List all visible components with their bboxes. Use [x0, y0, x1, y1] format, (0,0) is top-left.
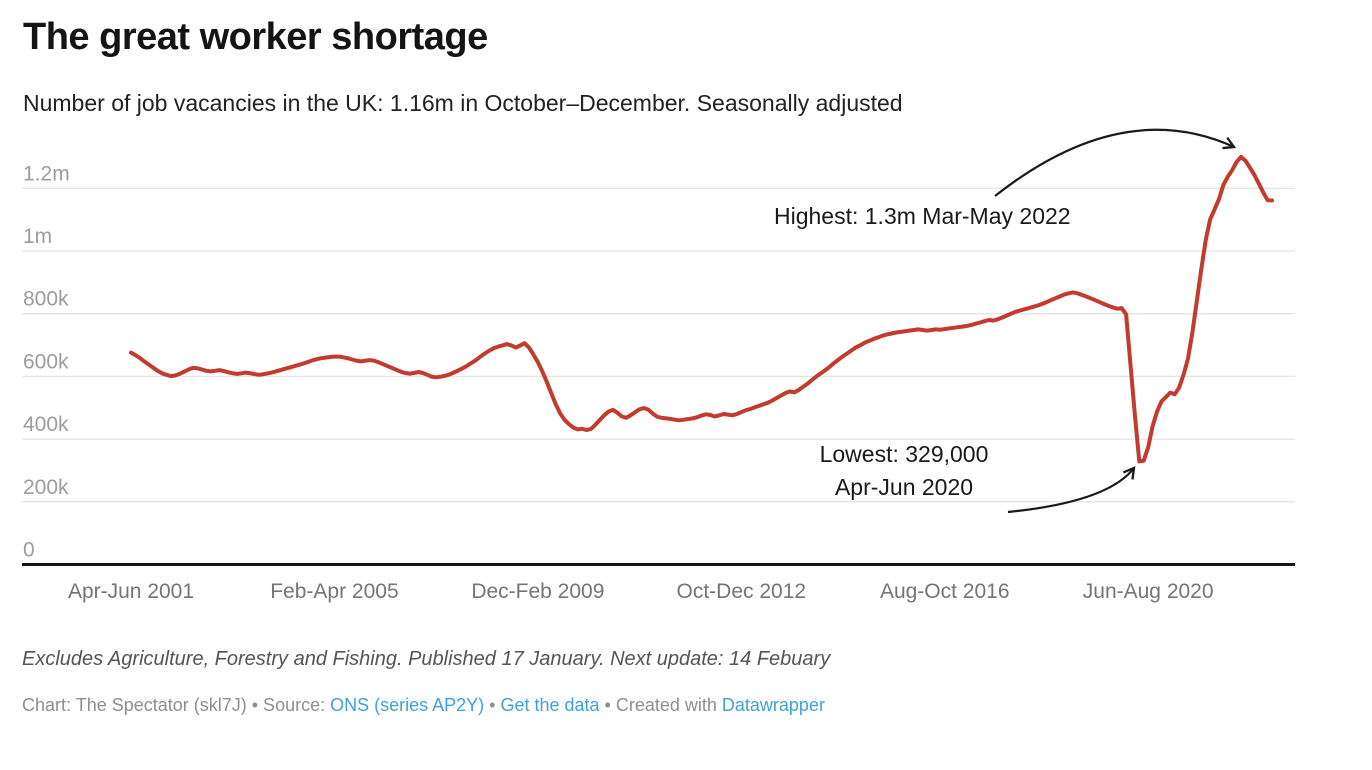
annotation-lowest-line2: Apr-Jun 2020 — [834, 474, 974, 500]
chart-title: The great worker shortage — [23, 16, 488, 58]
attribution-prefix: Chart: The Spectator (skl7J) • Source: — [22, 695, 331, 715]
x-tick-label: Jun-Aug 2020 — [1083, 580, 1214, 603]
y-axis-labels: 0 200k 400k 600k 800k 1m 1.2m — [23, 162, 70, 561]
chart-subtitle: Number of job vacancies in the UK: 1.16m… — [23, 90, 903, 116]
y-tick-label: 0 — [23, 539, 35, 562]
annotation-highest: Highest: 1.3m Mar-May 2022 — [774, 203, 1071, 229]
y-tick-label: 1.2m — [23, 162, 70, 185]
y-tick-label: 600k — [23, 350, 69, 373]
x-tick-label: Feb-Apr 2005 — [270, 580, 398, 603]
annotation-arrow-highest-icon — [994, 128, 1237, 197]
x-tick-label: Apr-Jun 2001 — [68, 580, 194, 603]
source-link[interactable]: ONS (series AP2Y) — [330, 695, 485, 715]
annotation-arrow-lowest-icon — [1007, 466, 1136, 514]
x-tick-label: Dec-Feb 2009 — [471, 580, 604, 603]
datawrapper-link[interactable]: Datawrapper — [721, 695, 825, 715]
annotation-lowest-line1: Lowest: 329,000 — [819, 441, 989, 467]
chart-footnote: Excludes Agriculture, Forestry and Fishi… — [22, 648, 831, 670]
x-tick-label: Aug-Oct 2016 — [880, 580, 1010, 603]
y-tick-label: 200k — [23, 476, 69, 499]
get-the-data-link[interactable]: Get the data — [500, 695, 600, 715]
x-tick-label: Oct-Dec 2012 — [677, 580, 807, 603]
attribution-sep1: • — [484, 695, 501, 715]
attribution-sep2: • Created with — [599, 695, 722, 715]
annotation-lowest: Lowest: 329,000 Apr-Jun 2020 — [790, 438, 1018, 504]
x-axis-labels: Apr-Jun 2001 Feb-Apr 2005 Dec-Feb 2009 Oct-… — [68, 580, 1214, 603]
attribution: Chart: The Spectator (skl7J) • Source: O… — [22, 695, 825, 716]
y-tick-label: 1m — [23, 225, 52, 248]
y-tick-label: 400k — [23, 413, 69, 436]
gridlines — [22, 187, 1295, 566]
y-tick-label: 800k — [23, 288, 69, 311]
vacancies-series-line — [129, 154, 1274, 464]
